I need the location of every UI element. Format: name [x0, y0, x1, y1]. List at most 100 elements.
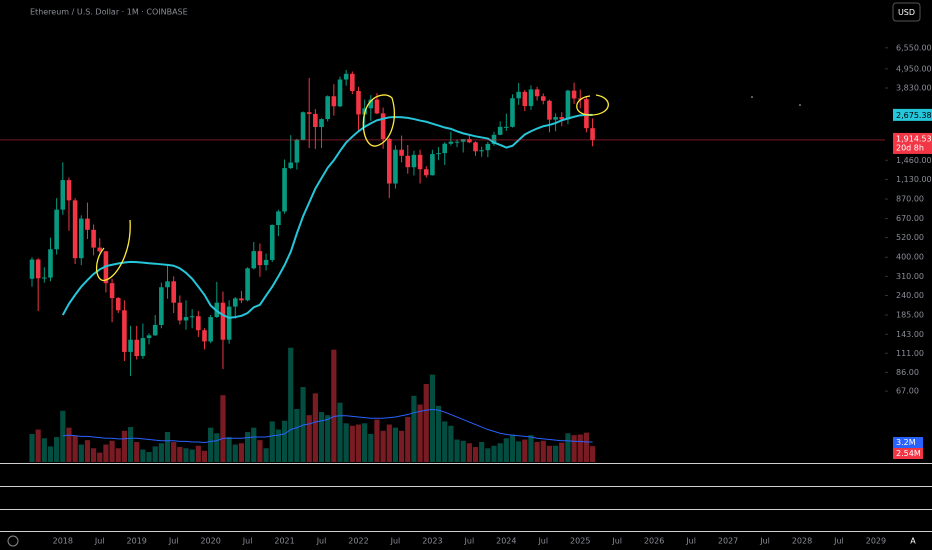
candle-body	[85, 218, 90, 230]
candle-body	[393, 149, 398, 184]
candle-body	[331, 96, 337, 107]
x-tick-label: 2022	[348, 537, 368, 546]
volume-bar	[300, 387, 306, 462]
candle-body	[48, 249, 53, 278]
candle-body	[66, 180, 72, 201]
x-tick-label: 2019	[127, 537, 147, 546]
x-tick-label: 2029	[866, 537, 886, 546]
candle-body	[547, 100, 552, 120]
candle-body	[78, 218, 84, 259]
volume-label-box	[893, 448, 923, 460]
volume-bar	[571, 435, 577, 462]
candle-body	[510, 98, 515, 127]
countdown-label: 20d 8h	[896, 143, 924, 152]
volume-bar	[380, 430, 386, 462]
volume-bar	[405, 417, 411, 462]
logo[interactable]	[7, 535, 19, 547]
y-tick-label: 143.00	[896, 330, 924, 339]
volume-bar	[288, 347, 294, 462]
volume-bar	[318, 412, 325, 462]
volume-bar	[140, 449, 146, 462]
candle-body	[134, 339, 140, 357]
volume-bar	[509, 434, 516, 462]
candle-body	[177, 302, 183, 321]
volume-bar	[238, 443, 245, 462]
volume-bar	[522, 439, 528, 462]
candle-body	[565, 90, 571, 120]
x-tick-label: 2028	[792, 537, 812, 546]
x-tick-label: 2025	[570, 537, 590, 546]
volume-bar	[583, 432, 589, 462]
volume-bar	[325, 415, 331, 462]
candle-body	[430, 154, 435, 176]
volume-bar	[103, 444, 109, 462]
volume-bar	[435, 405, 442, 462]
volume-bar	[417, 404, 423, 462]
volume-bar	[84, 440, 91, 462]
auto-scale-button[interactable]: A	[910, 537, 916, 546]
candle-body	[343, 73, 349, 80]
volume-bar	[78, 444, 84, 462]
y-tick-label: 3,830.00	[896, 84, 932, 93]
candle-body	[189, 316, 195, 318]
candle-body	[522, 91, 528, 107]
candle-body	[288, 162, 294, 169]
candle-body	[276, 211, 281, 226]
candle-body	[559, 117, 565, 120]
y-tick-label: 670.00	[896, 214, 924, 223]
candle-body	[553, 117, 558, 120]
x-tick-label: Jul	[94, 537, 105, 546]
candle-body	[448, 141, 454, 144]
volume-ma-label-box	[893, 437, 923, 449]
candle-body	[54, 209, 59, 250]
candle-body	[60, 180, 66, 210]
candle-body	[220, 302, 226, 340]
candle-body	[146, 335, 152, 339]
candle-body	[380, 113, 386, 139]
candle-body	[504, 126, 509, 128]
candle-body	[140, 338, 146, 357]
y-tick-label: 67.00	[896, 387, 919, 396]
volume-bar	[343, 423, 349, 462]
currency-label[interactable]: USD	[898, 8, 915, 17]
candle-body	[590, 128, 595, 140]
volume-bar	[164, 432, 171, 462]
candle-body	[337, 79, 343, 107]
volume-bar	[35, 429, 41, 462]
volume-bar	[275, 429, 281, 462]
candle-body	[313, 113, 318, 128]
volume-bar	[392, 427, 399, 462]
volume-bar	[152, 446, 158, 462]
volume-bar	[386, 424, 392, 462]
candle-body	[571, 90, 577, 99]
volume-bar	[91, 448, 97, 462]
volume-bar	[183, 448, 189, 462]
candle-body	[263, 259, 269, 266]
volume-bar	[399, 430, 405, 462]
volume-bar	[454, 439, 460, 462]
candle-body	[368, 99, 374, 109]
y-tick-label: 400.00	[896, 253, 924, 262]
volume-bar	[460, 440, 466, 462]
x-tick-label: Jul	[611, 537, 622, 546]
candle-body	[42, 277, 47, 279]
candle-body	[239, 298, 244, 301]
candle-body	[115, 298, 121, 311]
y-tick-label: 185.00	[896, 311, 924, 320]
candle-body	[411, 154, 417, 168]
y-tick-label: 86.00	[896, 368, 919, 377]
x-tick-label: 2023	[422, 537, 442, 546]
candle-body	[485, 143, 491, 151]
volume-ma-line	[62, 409, 593, 444]
candle-body	[165, 281, 170, 288]
volume-bar	[189, 449, 195, 462]
candle-body	[479, 150, 484, 152]
plot: 6,550.00 4,950.00 3,830.00 1,460.00 1,130.00…	[0, 43, 932, 546]
currency-button[interactable]	[892, 2, 921, 22]
volume-bar	[66, 427, 72, 462]
volume-bar	[127, 427, 134, 462]
volume-bar	[374, 419, 380, 462]
drawing-circle	[576, 94, 609, 116]
volume-bar	[429, 374, 435, 462]
